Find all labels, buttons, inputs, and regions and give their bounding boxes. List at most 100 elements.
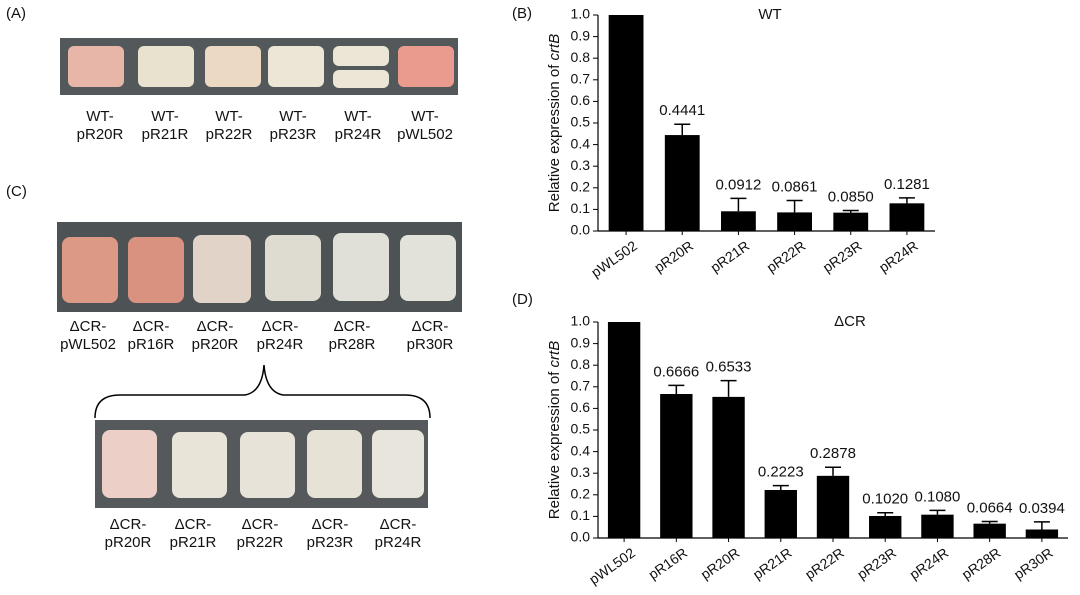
strain-label: pR24R xyxy=(257,336,304,353)
y-tick-label: 0.9 xyxy=(571,27,591,43)
strain-label: pR22R xyxy=(206,126,253,143)
bar xyxy=(973,523,1006,538)
y-tick-label: 0.1 xyxy=(571,507,591,523)
strain-label: pR20R xyxy=(105,534,152,551)
chart-title: WT xyxy=(758,6,781,23)
x-tick-label: pR16R xyxy=(645,544,690,582)
strain-label: WT- xyxy=(279,108,307,125)
strain-label: pWL502 xyxy=(60,336,116,353)
strain-label: pR20R xyxy=(77,126,124,143)
strain-label: WT- xyxy=(344,108,372,125)
strain-label: ΔCR- xyxy=(133,318,170,335)
y-tick-label: 0.4 xyxy=(571,442,591,458)
bar xyxy=(660,394,693,538)
y-tick-label: 0.2 xyxy=(571,179,591,195)
x-tick-label: pR28R xyxy=(959,544,1004,582)
y-tick-label: 0.5 xyxy=(571,421,591,437)
value-label: 0.1281 xyxy=(884,176,930,193)
x-tick-label: pWL502 xyxy=(586,544,638,587)
y-axis-label: Relative expression of crtB xyxy=(546,34,563,212)
y-tick-label: 0.8 xyxy=(571,356,591,372)
y-axis-label-part: Relative expression of xyxy=(546,367,563,519)
value-label: 0.0861 xyxy=(772,178,818,195)
panel-label: (A) xyxy=(6,5,26,22)
error-bar xyxy=(668,384,685,395)
y-tick-label: 1.0 xyxy=(571,313,591,329)
y-axis-label: Relative expression of crtB xyxy=(546,341,563,519)
strain-label: ΔCR- xyxy=(242,516,279,533)
y-tick-label: 0.6 xyxy=(571,92,591,108)
x-tick-label: pR21R xyxy=(707,237,752,275)
strain-label: ΔCR- xyxy=(262,318,299,335)
bar xyxy=(869,515,902,538)
bar xyxy=(833,212,869,231)
x-tick-label: pR23R xyxy=(820,237,865,275)
bar xyxy=(608,15,644,231)
strain-label: pR23R xyxy=(307,534,354,551)
y-tick-label: 0.0 xyxy=(571,529,591,545)
y-tick-label: 0.5 xyxy=(571,114,591,130)
bracket xyxy=(94,364,431,419)
value-label: 0.2878 xyxy=(810,445,856,462)
x-tick-label: pR22R xyxy=(802,544,847,582)
bar xyxy=(712,396,745,538)
strain-label: pR23R xyxy=(270,126,317,143)
y-tick-label: 0.2 xyxy=(571,486,591,502)
error-bar xyxy=(1033,521,1050,530)
value-label: 0.1020 xyxy=(862,491,908,508)
strain-label: WT- xyxy=(215,108,243,125)
value-label: 0.2223 xyxy=(758,464,804,481)
x-tick-label: pR22R xyxy=(764,237,809,275)
strain-label: pR21R xyxy=(170,534,217,551)
x-tick-label: pR20R xyxy=(651,237,696,275)
strain-label: ΔCR- xyxy=(412,318,449,335)
bar xyxy=(721,211,756,231)
strain-label: ΔCR- xyxy=(70,318,107,335)
error-bar xyxy=(720,379,737,397)
x-tick-label: pR23R xyxy=(854,544,899,582)
strain-label: pR24R xyxy=(375,534,422,551)
error-bar xyxy=(674,123,691,136)
strain-label: pR22R xyxy=(237,534,284,551)
plate-photo xyxy=(57,222,462,312)
strain-label: pR24R xyxy=(335,126,382,143)
y-tick-label: 0.1 xyxy=(571,200,591,216)
strain-label: pR30R xyxy=(407,336,454,353)
y-axis-label-part: crtB xyxy=(546,34,563,61)
x-tick-label: pR24R xyxy=(876,237,921,275)
value-label: 0.6666 xyxy=(653,363,699,380)
strain-label: ΔCR- xyxy=(312,516,349,533)
panel-label: (C) xyxy=(6,183,27,200)
bar xyxy=(607,322,641,538)
error-bar xyxy=(842,209,859,213)
error-bar xyxy=(730,197,747,212)
error-bar xyxy=(825,466,841,476)
value-label: 0.1080 xyxy=(914,488,960,505)
bar xyxy=(777,212,812,231)
bar xyxy=(816,475,850,538)
x-tick-label: pR20R xyxy=(698,544,743,582)
strain-label: ΔCR- xyxy=(175,516,212,533)
chart-title: ΔCR xyxy=(834,313,866,330)
value-label: 0.0912 xyxy=(715,176,761,193)
y-tick-label: 0.3 xyxy=(571,464,591,480)
x-tick-label: pR24R xyxy=(906,544,951,582)
y-tick-label: 0.3 xyxy=(571,157,591,173)
error-bar xyxy=(877,511,894,516)
value-label: 0.4441 xyxy=(659,102,705,119)
strain-label: WT- xyxy=(86,108,114,125)
bar xyxy=(764,489,797,538)
x-tick-label: pR30R xyxy=(1011,544,1056,582)
error-bar xyxy=(929,509,946,515)
x-tick-label: pWL502 xyxy=(588,237,640,280)
y-tick-label: 0.6 xyxy=(571,399,591,415)
panel-label: (B) xyxy=(512,5,532,22)
value-label: 0.0850 xyxy=(828,188,874,205)
error-bar xyxy=(786,199,803,213)
y-tick-label: 0.8 xyxy=(571,49,591,65)
bar xyxy=(921,514,954,538)
value-label: 0.0664 xyxy=(967,499,1013,516)
value-label: 0.0394 xyxy=(1019,500,1065,517)
x-tick-label: pR21R xyxy=(750,544,795,582)
bar xyxy=(1025,529,1059,538)
